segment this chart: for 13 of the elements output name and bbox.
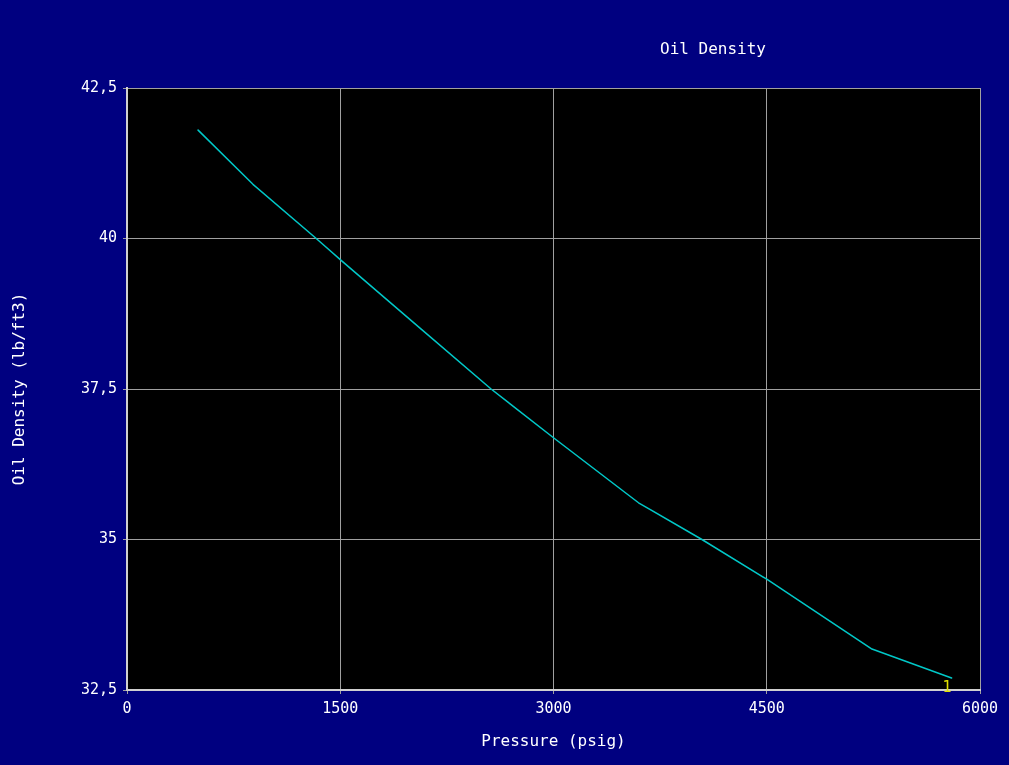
- y-tick-label: 35: [98, 529, 117, 548]
- x-tick-label: 1500: [322, 698, 359, 717]
- x-tick-label: 6000: [961, 698, 999, 717]
- x-tick-label: 0: [122, 698, 132, 717]
- y-tick-label: 32,5: [80, 679, 117, 698]
- y-axis-title: Oil Density (lb/ft3): [8, 292, 28, 486]
- y-tick-label: 40: [98, 228, 117, 247]
- x-tick-label: 3000: [535, 698, 572, 717]
- chart-title: Oil Density: [660, 39, 767, 59]
- y-tick-label: 42,5: [80, 77, 117, 96]
- x-axis-title: Pressure (psig): [481, 730, 626, 750]
- y-tick-label: 37,5: [80, 378, 117, 397]
- x-tick-label: 4500: [748, 698, 785, 717]
